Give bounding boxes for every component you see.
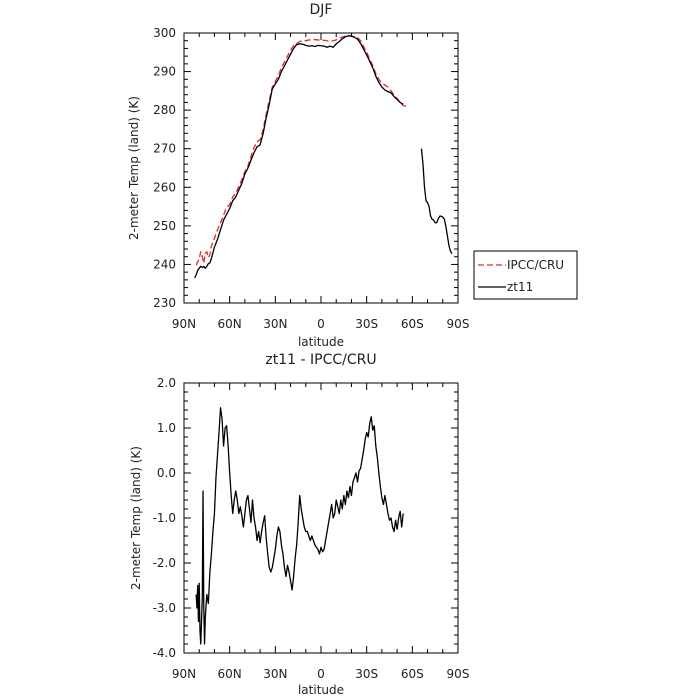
x-tick-label: 90N [172,667,196,681]
x-tick-label: 90N [172,317,196,331]
x-tick-label: 90S [447,667,470,681]
legend-box [473,250,578,300]
y-tick-label: -2.0 [153,556,176,570]
chart-1: DJF 90N 60N 30N 0 30S 60S 90S 230 240 250 260 270 280… [127,2,578,349]
y-tick-label: -4.0 [153,646,176,660]
y-tick-label: 240 [153,257,176,271]
legend: IPCC/CRU zt11 [473,250,578,300]
x-tick-label: 30N [263,667,287,681]
series-line-zt11-seg0 [194,35,404,279]
chart-title: zt11 - IPCC/CRU [265,352,376,368]
y-tick-label: 300 [153,26,176,40]
chart-title: DJF [310,2,333,18]
series-line-s0-seg0 [195,407,404,645]
y-tick-label: 2.0 [157,376,176,390]
legend-label: IPCC/CRU [507,258,564,272]
x-tick-label: 60N [218,317,242,331]
x-tick-label: 0 [317,317,325,331]
x-tick-label: 30N [263,317,287,331]
x-tick-label: 30S [355,317,378,331]
series-line-ipcc-cru-seg0 [195,35,407,266]
y-tick-label: 270 [153,142,176,156]
x-tick-label: 90S [447,317,470,331]
series-line-zt11-seg1 [420,148,453,254]
x-tick-label: 60S [401,667,424,681]
x-tick-label: 60N [218,667,242,681]
legend-label: zt11 [507,280,533,294]
plot-frame [183,382,459,654]
y-tick-label: 290 [153,65,176,79]
y-axis-title: 2-meter Temp (land) (K) [127,96,141,240]
x-axis-title: latitude [298,335,344,349]
x-tick-label: 30S [355,667,378,681]
x-axis-title: latitude [298,683,344,697]
chart-2: zt11 - IPCC/CRU 90N 60N 30N 0 30S 60S 90S -4.0 -3… [129,352,469,697]
y-axis-title: 2-meter Temp (land) (K) [129,446,143,590]
y-tick-label: 230 [153,296,176,310]
y-tick-label: -3.0 [153,601,176,615]
y-tick-label: 250 [153,219,176,233]
y-tick-label: 280 [153,103,176,117]
x-tick-label: 0 [317,667,325,681]
y-tick-label: 260 [153,180,176,194]
y-tick-label: 0.0 [157,466,176,480]
y-tick-label: -1.0 [153,511,176,525]
x-tick-label: 60S [401,317,424,331]
y-tick-label: 1.0 [157,421,176,435]
plot-frame [183,32,459,304]
